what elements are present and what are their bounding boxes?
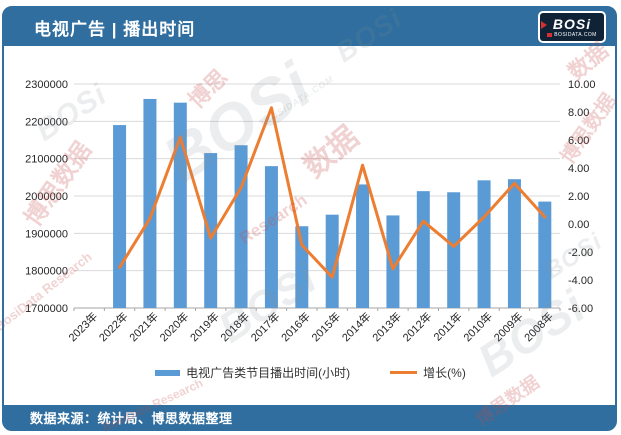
legend-item-bars: 电视广告类节目播出时间(小时): [155, 364, 350, 381]
bar-2011年: [447, 192, 461, 308]
x-axis-label: 2023年: [65, 309, 100, 344]
left-axis-label: 2100000: [25, 154, 68, 166]
right-axis-label: -6.00: [568, 303, 593, 315]
header-bar: 电视广告 | 播出时间 BOSi BOSIDATA.COM: [4, 8, 615, 46]
right-axis-label: 2.00: [568, 191, 589, 203]
bar-2014年: [356, 184, 370, 308]
chart-legend: 电视广告类节目播出时间(小时) 增长(%): [0, 364, 621, 381]
right-axis-label: 8.00: [568, 107, 589, 119]
left-axis-label: 1800000: [25, 266, 68, 278]
x-axis-label: 2018年: [217, 309, 252, 344]
x-axis-label: 2008年: [521, 309, 556, 344]
bar-2017年: [264, 166, 278, 308]
left-axis-label: 1900000: [25, 228, 68, 240]
x-axis-label: 2017年: [248, 309, 283, 344]
bar-2013年: [386, 215, 400, 308]
line-series-swatch-icon: [390, 371, 418, 374]
bar-2018年: [234, 145, 248, 308]
x-axis-label: 2015年: [308, 309, 343, 344]
x-axis-label: 2019年: [187, 309, 222, 344]
x-axis-label: 2012年: [399, 309, 434, 344]
x-axis-label: 2010年: [460, 309, 495, 344]
x-axis-label: 2013年: [369, 309, 404, 344]
chart-canvas: 2300000 2200000 2100000 2000000 1900000 18000…: [25, 79, 596, 344]
x-axis-label: 2009年: [491, 309, 526, 344]
x-axis-label: 2020年: [156, 309, 191, 344]
line-series-label: 增长(%): [423, 366, 466, 380]
page-title: 电视广告 | 播出时间: [34, 19, 196, 39]
x-axis-label: 2022年: [96, 309, 131, 344]
footer-bar: 数据来源：统计局、博思数据整理: [4, 405, 615, 429]
bar-2021年: [143, 98, 157, 308]
bar-2010年: [477, 180, 491, 308]
bosi-logo: BOSi BOSIDATA.COM: [538, 11, 606, 43]
growth-line: [118, 106, 547, 279]
left-axis-label: 2000000: [25, 191, 68, 203]
bosi-logo-text: BOSi: [552, 15, 592, 32]
x-axis-label: 2021年: [126, 309, 161, 344]
bar-series-swatch-icon: [155, 369, 181, 376]
x-axis-label: 2014年: [339, 309, 374, 344]
left-axis-label: 2200000: [25, 116, 68, 128]
bar-2009年: [507, 179, 521, 308]
bar-2019年: [204, 153, 218, 308]
bar-2022年: [113, 125, 127, 308]
legend-item-line: 增长(%): [390, 364, 466, 381]
right-axis-label: 4.00: [568, 163, 589, 175]
right-axis-label: -2.00: [568, 247, 593, 259]
right-axis-label: 0.00: [568, 219, 589, 231]
right-axis-label: -4.00: [568, 275, 593, 287]
bar-2012年: [416, 191, 430, 308]
left-axis-label: 2300000: [25, 79, 68, 91]
bar-2008年: [538, 201, 552, 308]
bosi-logo-url: BOSIDATA.COM: [547, 32, 596, 38]
right-axis-label: 6.00: [568, 135, 589, 147]
x-axis-label: 2016年: [278, 309, 313, 344]
bar-series-label: 电视广告类节目播出时间(小时): [186, 366, 351, 380]
right-axis-label: 10.00: [568, 79, 596, 91]
x-axis-label: 2011年: [430, 309, 464, 343]
data-source-text: 数据来源：统计局、博思数据整理: [30, 410, 233, 426]
left-axis-label: 1700000: [25, 303, 68, 315]
bar-2015年: [325, 214, 339, 308]
bar-2020年: [173, 102, 187, 309]
